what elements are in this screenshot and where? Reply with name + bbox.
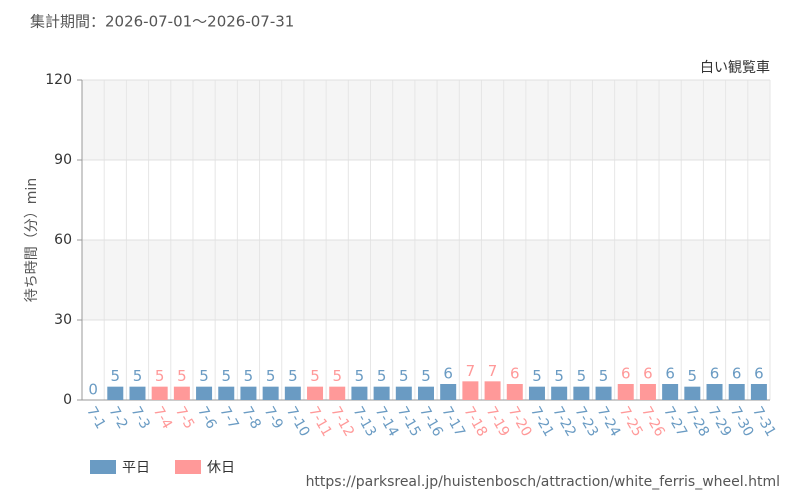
value-label: 5	[155, 367, 165, 385]
value-label: 5	[355, 367, 365, 385]
bar	[107, 386, 124, 400]
x-tick-label: 7-5	[172, 404, 197, 432]
bar	[262, 386, 279, 400]
value-label: 5	[199, 367, 209, 385]
legend-swatch	[90, 460, 116, 474]
bar	[728, 384, 745, 400]
bar	[706, 384, 723, 400]
y-tick-label: 0	[63, 392, 72, 408]
legend-label: 休日	[207, 460, 235, 476]
bar	[240, 386, 257, 400]
bar	[284, 386, 301, 400]
bar	[595, 386, 612, 400]
value-label: 5	[288, 367, 298, 385]
bar	[307, 386, 324, 400]
plot-band	[82, 240, 770, 320]
value-label: 6	[754, 365, 764, 383]
bar	[639, 384, 656, 400]
x-tick-label: 7-2	[105, 404, 130, 432]
value-label: 5	[688, 367, 698, 385]
value-label: 7	[466, 362, 476, 380]
value-label: 6	[643, 365, 653, 383]
value-label: 5	[310, 367, 320, 385]
bar	[218, 386, 235, 400]
value-label: 5	[532, 367, 542, 385]
bar	[395, 386, 412, 400]
value-label: 5	[133, 367, 143, 385]
x-tick-label: 7-9	[261, 404, 286, 432]
chart-subtitle: 白い観覧車	[700, 59, 770, 76]
bar	[173, 386, 190, 400]
value-label: 5	[377, 367, 387, 385]
bar	[684, 386, 701, 400]
source-url: https://parksreal.jp/huistenbosch/attrac…	[306, 474, 780, 490]
value-label: 6	[443, 365, 453, 383]
value-label: 5	[332, 367, 342, 385]
x-tick-label: 7-7	[216, 404, 241, 432]
value-label: 6	[710, 365, 720, 383]
y-tick-label: 60	[54, 232, 72, 248]
value-label: 0	[88, 381, 98, 399]
bar	[196, 386, 213, 400]
value-label: 5	[221, 367, 231, 385]
y-tick-label: 120	[45, 72, 72, 88]
bar	[750, 384, 767, 400]
y-tick-label: 90	[54, 152, 72, 168]
bar	[373, 386, 390, 400]
bar	[551, 386, 568, 400]
x-tick-label: 7-8	[239, 404, 264, 432]
value-label: 6	[621, 365, 631, 383]
value-label: 5	[421, 367, 431, 385]
value-label: 5	[244, 367, 254, 385]
bar	[662, 384, 679, 400]
x-tick-label: 7-1	[83, 404, 108, 432]
x-tick-label: 7-3	[128, 404, 153, 432]
value-label: 5	[399, 367, 409, 385]
bar	[617, 384, 634, 400]
value-label: 6	[665, 365, 675, 383]
legend-swatch	[175, 460, 201, 474]
x-tick-label: 7-31	[749, 404, 779, 440]
value-label: 6	[510, 365, 520, 383]
value-label: 5	[599, 367, 609, 385]
period-title: 集計期間：2026-07-01～2026-07-31	[30, 13, 294, 31]
bar	[418, 386, 434, 400]
y-tick-label: 30	[54, 312, 72, 328]
bar	[528, 386, 545, 400]
value-label: 5	[111, 367, 121, 385]
bar	[329, 386, 346, 400]
value-label: 5	[177, 367, 187, 385]
value-label: 5	[554, 367, 564, 385]
bar	[440, 384, 457, 400]
bar	[506, 384, 523, 400]
value-label: 5	[577, 367, 587, 385]
value-label: 5	[266, 367, 276, 385]
legend-label: 平日	[122, 460, 150, 476]
x-tick-label: 7-4	[150, 404, 175, 432]
value-label: 7	[488, 362, 498, 380]
bar	[351, 386, 368, 400]
bar	[129, 386, 146, 400]
bar	[462, 381, 479, 400]
x-tick-label: 7-6	[194, 404, 219, 432]
bar	[151, 386, 168, 400]
bar	[484, 381, 501, 400]
y-axis-label: 待ち時間（分）min	[24, 178, 40, 302]
bar	[573, 386, 590, 400]
plot-band	[82, 80, 770, 160]
value-label: 6	[732, 365, 742, 383]
